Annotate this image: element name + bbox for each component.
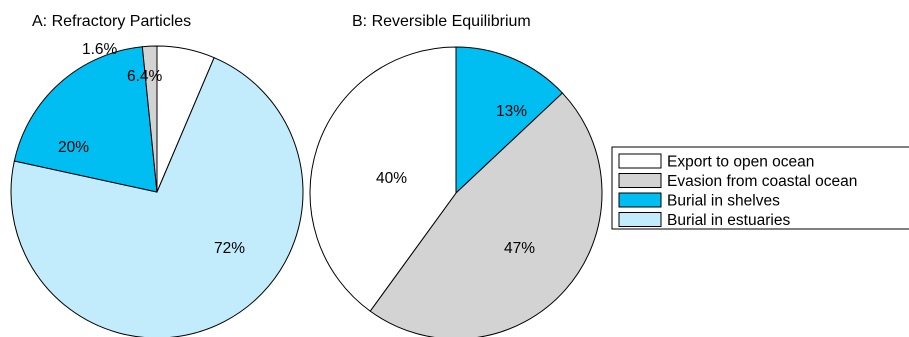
- pie-b-slice-evasion-from-coastal-ocean: [369, 92, 603, 337]
- pie-a-label-evasion-from-coastal-ocean: 1.6%: [82, 41, 118, 58]
- pie-b-label-burial-in-shelves: 13%: [496, 103, 527, 120]
- pie-b-slice-export-to-open-ocean: [309, 46, 457, 312]
- legend-label-export-to-open-ocean: Export to open ocean: [667, 154, 814, 171]
- legend-swatch-evasion-from-coastal-ocean: [618, 173, 662, 188]
- legend-label-evasion-from-coastal-ocean: Evasion from coastal ocean: [667, 173, 857, 190]
- pie-b-slice-burial-in-shelves: [455, 46, 564, 195]
- pie-a-label-burial-in-shelves: 20%: [58, 139, 89, 156]
- legend-swatch-burial-in-shelves: [618, 192, 662, 208]
- pie-chart-a: 6.4% 72% 20% 1.6%: [10, 41, 304, 337]
- pie-a-label-burial-in-estuaries: 72%: [214, 240, 245, 257]
- pie-a-label-export-to-open-ocean: 6.4%: [127, 68, 163, 85]
- pie-b-label-evasion-from-coastal-ocean: 47%: [504, 240, 535, 257]
- legend-swatch-burial-in-estuaries: [618, 212, 662, 227]
- pie-b-title: B: Reversible Equilibrium: [352, 13, 531, 30]
- legend: Export to open ocean Evasion from coastal…: [611, 146, 909, 230]
- legend-label-burial-in-shelves: Burial in shelves: [667, 193, 780, 210]
- legend-swatch-export-to-open-ocean: [618, 153, 662, 169]
- pie-a-title: A: Refractory Particles: [32, 13, 191, 30]
- legend-label-burial-in-estuaries: Burial in estuaries: [667, 212, 790, 229]
- pie-a-slice-evasion-from-coastal-ocean: [141, 45, 158, 193]
- pie-a-slice-burial-in-shelves: [13, 46, 158, 193]
- pie-a-slice-burial-in-estuaries: [10, 56, 304, 337]
- pie-b-label-export-to-open-ocean: 40%: [376, 170, 407, 187]
- pie-chart-b: 13% 47% 40%: [309, 46, 603, 337]
